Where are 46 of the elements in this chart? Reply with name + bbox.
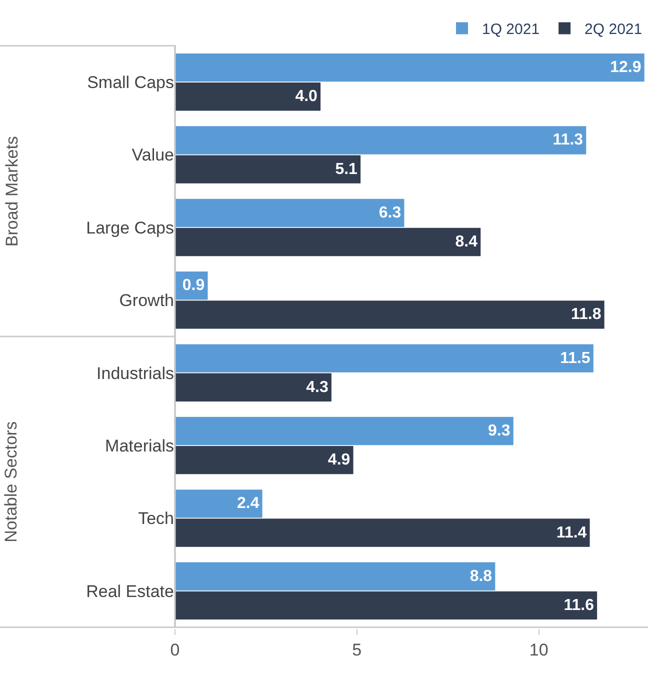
- data-label: 11.4: [556, 524, 587, 542]
- legend-label: 2Q 2021: [584, 21, 642, 38]
- bar: [175, 198, 404, 228]
- y-tick-label: Growth: [119, 291, 174, 310]
- y-tick-label: Small Caps: [87, 73, 174, 92]
- data-label: 8.8: [470, 568, 492, 585]
- bar: [175, 490, 262, 518]
- bar: [175, 155, 361, 184]
- y-tick-label: Large Caps: [86, 218, 174, 238]
- data-label: 11.6: [564, 596, 594, 614]
- y-tick-label: Value: [132, 146, 174, 165]
- x-tick-label: 0: [170, 640, 180, 660]
- bar: [175, 126, 586, 154]
- data-label: 12.9: [610, 59, 642, 76]
- y-tick-label: Materials: [105, 436, 174, 456]
- x-tick-label: 5: [352, 640, 362, 660]
- bar: [175, 373, 332, 402]
- x-tick-label: 10: [529, 640, 548, 660]
- data-label: 9.3: [488, 422, 510, 440]
- bar: [175, 562, 496, 590]
- bar: [175, 518, 590, 547]
- y-tick-label: Real Estate: [86, 582, 174, 601]
- data-label: 4.3: [306, 378, 328, 396]
- y-tick-label: Tech: [138, 509, 174, 528]
- data-label: 11.8: [570, 306, 602, 324]
- data-label: 6.3: [378, 204, 402, 222]
- data-label: 11.5: [560, 350, 590, 367]
- text: Broad Markets: [2, 136, 22, 247]
- data-label: 5.1: [335, 160, 358, 178]
- bar: [175, 344, 594, 372]
- data-label: 11.3: [552, 132, 584, 149]
- bar: [175, 591, 598, 620]
- text: Notable Sectors: [2, 421, 21, 542]
- bar: [175, 82, 321, 111]
- data-label: 0.9: [182, 277, 205, 294]
- data-label: 8.4: [455, 234, 478, 251]
- bar: [175, 416, 514, 446]
- data-label: 2.4: [236, 495, 260, 512]
- data-label: 4.9: [328, 452, 350, 469]
- bar: [175, 300, 604, 329]
- bar: [175, 53, 644, 82]
- legend-label: 1Q 2021: [482, 21, 540, 38]
- bar: [175, 228, 481, 256]
- y-tick-label: Industrials: [96, 364, 174, 383]
- data-label: 4.0: [295, 88, 318, 106]
- bar: [175, 446, 354, 474]
